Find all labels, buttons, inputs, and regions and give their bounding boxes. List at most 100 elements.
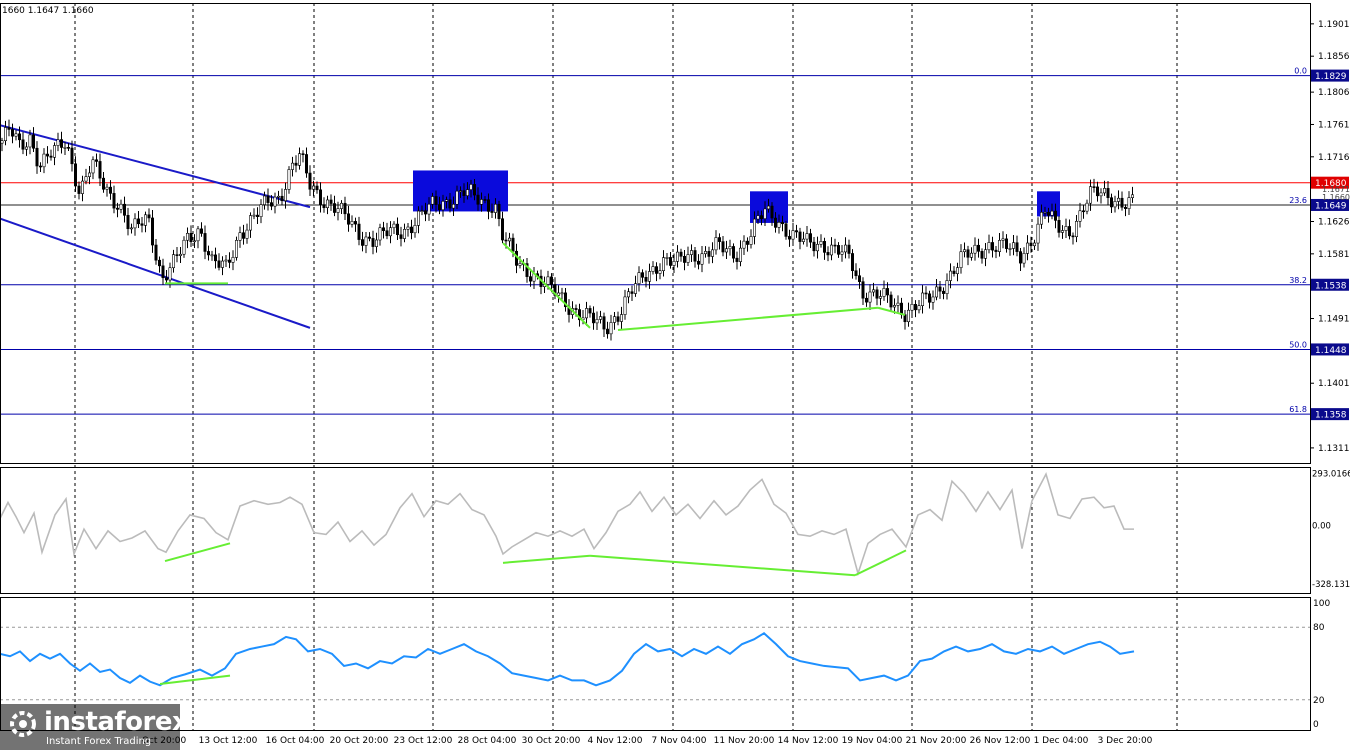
candle — [1008, 243, 1012, 256]
candle — [28, 129, 32, 155]
candle — [630, 285, 634, 301]
candle — [287, 166, 291, 194]
candle — [962, 242, 966, 258]
candle — [1011, 234, 1015, 256]
candle-body — [273, 196, 277, 207]
x-tick-label: 23 Oct 12:00 — [394, 736, 453, 746]
candle — [1103, 180, 1107, 196]
candle — [784, 220, 788, 240]
candle — [1085, 199, 1089, 215]
candle — [290, 156, 294, 177]
candle — [88, 165, 92, 185]
candle-body — [577, 309, 581, 321]
candle — [91, 156, 95, 180]
rsi-panel[interactable] — [0, 626, 1310, 701]
candle — [605, 321, 609, 339]
candle-body — [675, 251, 679, 262]
candle — [322, 197, 326, 213]
rsi-tick-label: 20 — [1313, 696, 1325, 706]
candle — [360, 231, 364, 252]
candle — [158, 256, 162, 273]
candle-body — [679, 251, 683, 257]
candle-body — [892, 305, 896, 308]
candle-body — [990, 242, 994, 251]
candle-body — [563, 292, 567, 308]
candle — [588, 305, 592, 318]
candle-body — [546, 276, 550, 285]
candle-body — [518, 263, 522, 266]
candle — [945, 273, 949, 300]
candle-body — [1120, 197, 1124, 208]
candle-body — [308, 172, 312, 190]
candle-body — [959, 251, 963, 268]
x-tick-label: 3 Dec 20:00 — [1098, 736, 1153, 746]
candle — [626, 288, 630, 304]
candle-body — [119, 203, 123, 210]
candle-body — [794, 230, 798, 233]
candle-body — [304, 154, 308, 174]
price-tick-label: 1.1626 — [1318, 218, 1350, 228]
candle — [966, 245, 970, 266]
candle-body — [182, 239, 186, 255]
candle — [455, 185, 459, 210]
candle — [938, 280, 942, 299]
candle — [1082, 204, 1086, 219]
candle — [1068, 219, 1072, 240]
candle-body — [455, 190, 459, 205]
x-tick-label: 13 Oct 12:00 — [199, 736, 258, 746]
candle — [875, 286, 879, 306]
candle — [112, 185, 116, 214]
candle — [200, 222, 204, 237]
candle — [829, 237, 833, 261]
candle-body — [84, 176, 88, 182]
candle-body — [479, 199, 483, 205]
candle-body — [67, 147, 71, 149]
candle — [165, 270, 169, 285]
x-tick-label: 20 Oct 20:00 — [330, 736, 389, 746]
candle-body — [749, 236, 753, 245]
candle-body — [221, 260, 225, 268]
candle-body — [378, 227, 382, 241]
candle-body — [151, 217, 155, 246]
candle-body — [28, 134, 32, 148]
candle-body — [829, 244, 833, 256]
candle — [294, 155, 298, 173]
candle-body — [179, 253, 183, 256]
price-panel[interactable]: 0.0 23.6 38.2 50.0 61.8 — [0, 67, 1310, 415]
candle-body — [154, 244, 158, 261]
candle — [1131, 186, 1135, 203]
candle-body — [549, 276, 553, 285]
candle-body — [798, 231, 802, 242]
candle — [997, 233, 1001, 257]
candle-body — [56, 139, 60, 146]
candle — [983, 243, 987, 267]
candle-body — [381, 227, 385, 232]
candle-body — [1061, 230, 1065, 233]
candle — [1040, 204, 1044, 229]
candle-body — [868, 291, 872, 303]
candle-body — [927, 293, 931, 303]
current-price-tag — [1311, 176, 1349, 189]
candle-body — [640, 272, 644, 278]
candle — [987, 234, 991, 254]
candle-body — [301, 153, 305, 156]
candle — [528, 268, 532, 287]
candle-body — [591, 312, 595, 324]
candle — [777, 214, 781, 234]
candle — [140, 216, 144, 233]
candle — [1015, 235, 1019, 257]
candle-body — [1018, 251, 1022, 264]
candle — [7, 119, 11, 137]
channel-line-1 — [0, 217, 311, 329]
candle — [497, 200, 501, 227]
candle-body — [752, 218, 756, 237]
cci-panel[interactable] — [0, 471, 1134, 577]
candle-body — [158, 259, 162, 267]
candle — [612, 311, 616, 330]
candle-body — [42, 153, 46, 168]
candle — [151, 210, 155, 253]
candle — [423, 202, 427, 222]
candle — [231, 250, 235, 271]
fib-level-label: 38.2 — [1289, 276, 1307, 285]
